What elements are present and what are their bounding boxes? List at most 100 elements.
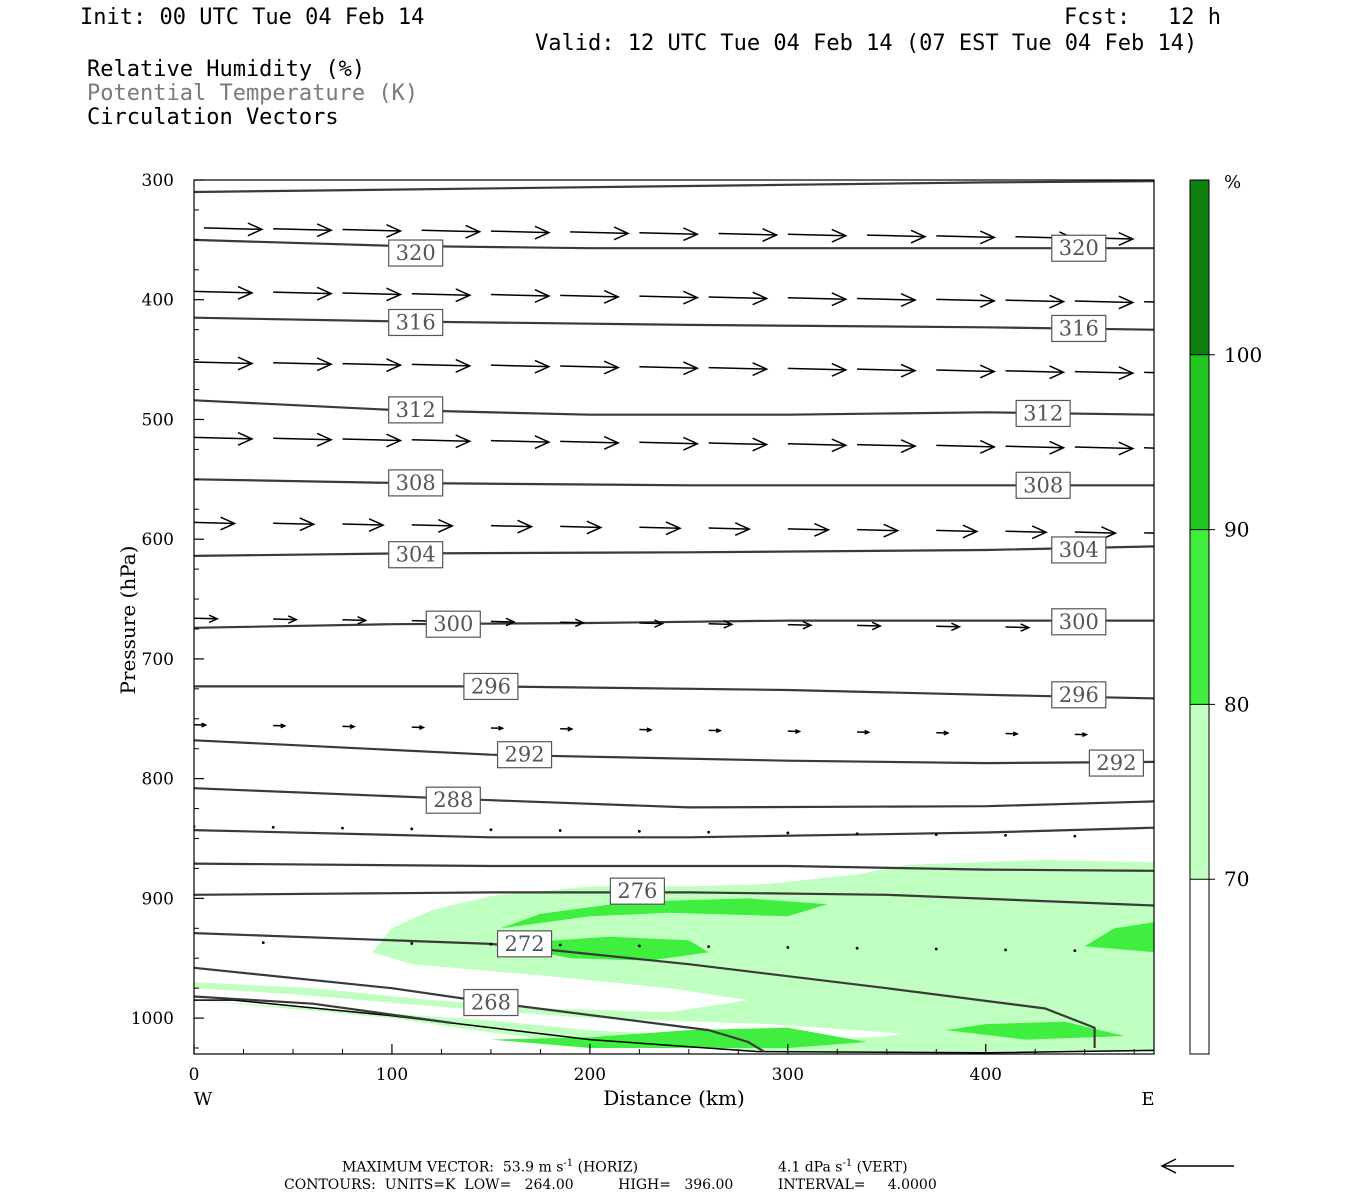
circulation-vector (718, 228, 779, 242)
circulation-vector (342, 518, 385, 533)
circulation-vector (866, 229, 927, 244)
rh-region-80 (500, 898, 828, 929)
x-tick-label: 0 (189, 1065, 200, 1085)
circulation-vector (194, 516, 237, 531)
circulation-vector (570, 226, 630, 241)
svg-text:312: 312 (1023, 401, 1063, 425)
circulation-vector (273, 615, 299, 624)
circulation-vector (560, 435, 621, 450)
circulation-vector (342, 224, 403, 238)
contour-label-320: 320 (1051, 234, 1107, 262)
y-tick-label: 600 (142, 530, 174, 550)
circulation-vector (708, 362, 769, 377)
circulation-vector (558, 829, 562, 832)
contour-label-304: 304 (388, 541, 444, 569)
circulation-vector (639, 361, 700, 376)
circulation-vector (857, 293, 917, 308)
contour-label-layer: 320 320 316 316 312 312 308 308 304 304 300 300 296 2… (388, 234, 1144, 1017)
theta-contour-292 (194, 739, 1154, 765)
circulation-vector (342, 616, 368, 625)
circulation-vector (489, 942, 493, 946)
circulation-vector (1005, 525, 1048, 540)
svg-text:300: 300 (433, 612, 473, 636)
x-tick-label: 100 (376, 1065, 408, 1085)
rh-colorbar: 70 80 90 100 (1189, 179, 1262, 1055)
colorbar-segment (1190, 704, 1209, 880)
circulation-vector (1005, 365, 1066, 380)
valid-time: Valid: 12 UTC Tue 04 Feb 14 (07 EST Tue … (535, 31, 1198, 56)
circulation-vector (1073, 949, 1077, 953)
circulation-vector (560, 360, 621, 375)
svg-text:292: 292 (1096, 751, 1136, 775)
circulation-vector (639, 727, 653, 733)
circulation-vector (1074, 366, 1135, 381)
circulation-vector (1074, 441, 1135, 456)
circulation-vector (787, 522, 831, 537)
west-label: W (194, 1089, 213, 1110)
y-tick-label: 700 (142, 650, 174, 670)
max-vector-horiz: MAXIMUM VECTOR: 53.9 m s-1 (HORIZ) (342, 1158, 639, 1176)
circulation-vector (708, 291, 769, 306)
circulation-vector (1144, 532, 1154, 534)
colorbar-segment (1190, 354, 1209, 530)
circulation-vector (639, 227, 700, 242)
colorbar-segment (1190, 879, 1209, 1054)
contour-label-292: 292 (496, 741, 553, 769)
contour-label-300: 300 (1051, 608, 1107, 636)
circulation-vector (410, 942, 414, 945)
y-tick-label: 300 (142, 171, 174, 191)
circulation-vector (411, 518, 455, 533)
x-axis-label: Distance (km) (603, 1086, 745, 1110)
circulation-vector (490, 289, 551, 304)
x-tick-label: 400 (970, 1065, 1002, 1085)
plot-frame (193, 179, 1155, 1055)
circulation-vector (708, 522, 752, 537)
circulation-vector (490, 617, 516, 627)
circulation-vector (560, 289, 621, 304)
init-time: Init: 00 UTC Tue 04 Feb 14 (80, 5, 425, 30)
circulation-vector (490, 225, 551, 240)
svg-text:312: 312 (396, 398, 436, 422)
forecast-label: Fcst: (1064, 5, 1131, 30)
colorbar-unit: % (1224, 172, 1241, 193)
theta-contour-308 (194, 478, 1154, 487)
circulation-vector (786, 946, 790, 949)
circulation-vector (1074, 295, 1135, 310)
theta-contour-276 (194, 891, 1154, 907)
circulation-vector (411, 358, 472, 373)
circulation-vector (787, 438, 848, 453)
circulation-vector (1005, 731, 1019, 737)
svg-text:304: 304 (1059, 538, 1099, 562)
colorbar-label: 80 (1224, 692, 1249, 716)
contour-label-272: 272 (496, 930, 553, 958)
circulation-vector (787, 228, 848, 243)
circulation-vector (708, 437, 769, 452)
circulation-vector (637, 829, 641, 833)
circulation-vector (411, 434, 472, 449)
circulation-vector (936, 622, 962, 632)
circulation-vector (194, 431, 254, 446)
circulation-vector (1005, 294, 1066, 309)
circulation-vector (936, 730, 950, 736)
circulation-vector (342, 287, 403, 302)
contour-label-296: 296 (1051, 681, 1107, 709)
circulation-vector (194, 722, 208, 728)
contour-label-304: 304 (1051, 536, 1107, 564)
circulation-vector (857, 363, 917, 378)
x-tick-label: 200 (574, 1065, 606, 1085)
circulation-vector (560, 726, 574, 732)
circulation-vector (203, 222, 264, 237)
circulation-vector (936, 230, 997, 245)
circulation-vector (1073, 834, 1077, 838)
svg-text:296: 296 (1059, 683, 1099, 707)
colorbar-segment (1190, 529, 1209, 705)
contour-label-276: 276 (609, 877, 665, 905)
svg-text:308: 308 (396, 471, 436, 495)
circulation-vector (787, 292, 848, 307)
circulation-vector (342, 433, 403, 448)
circulation-vector (786, 831, 790, 835)
circulation-vector (411, 724, 426, 730)
axis-layer: 300 400 500 600 700 800 900 1000 0 100 200 300 400 (131, 171, 1135, 1085)
theta-contour-284 (194, 826, 1154, 839)
